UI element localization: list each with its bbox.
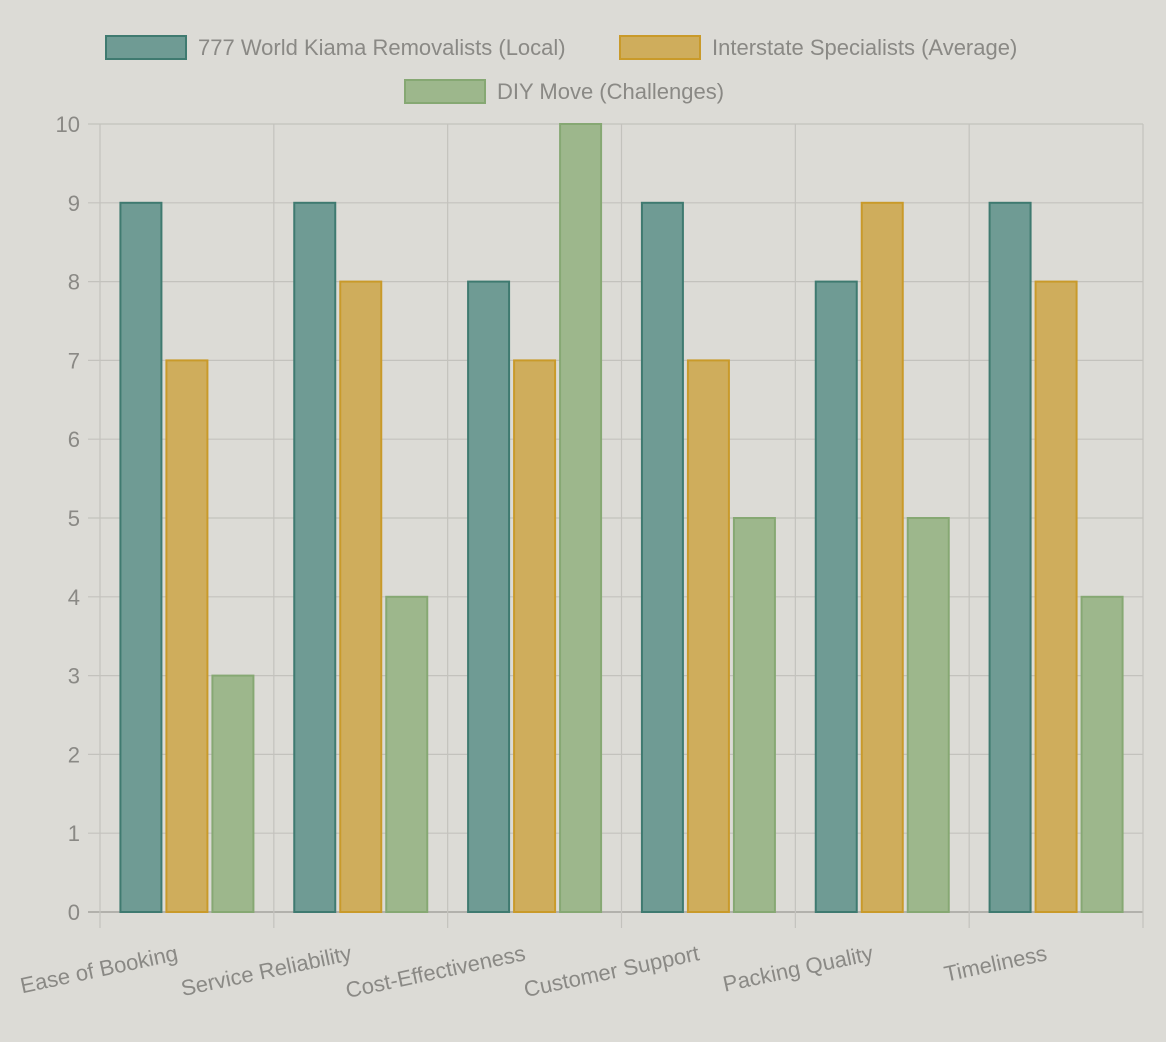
y-tick-label: 9 — [68, 191, 80, 216]
x-tick-label: Ease of Booking — [18, 940, 180, 998]
bar-0-5 — [988, 201, 1032, 914]
bar-0-1 — [293, 201, 337, 914]
y-tick-label: 0 — [68, 900, 80, 925]
y-tick-label: 5 — [68, 506, 80, 531]
bar-0-4 — [814, 280, 858, 914]
legend-swatch — [404, 79, 486, 104]
bar-1-2 — [513, 359, 557, 913]
bar-1-1 — [339, 280, 383, 914]
y-tick-label: 6 — [68, 427, 80, 452]
bar-1-5 — [1034, 280, 1078, 914]
x-tick-label: Service Reliability — [179, 940, 354, 1001]
x-tick-label: Timeliness — [942, 940, 1049, 986]
bar-1-0 — [165, 359, 209, 913]
bar-1-3 — [686, 359, 730, 913]
legend-swatch — [619, 35, 701, 60]
bar-2-3 — [732, 517, 776, 913]
legend-label: 777 World Kiama Removalists (Local) — [198, 35, 566, 60]
bar-2-0 — [211, 674, 255, 913]
bar-1-4 — [860, 201, 904, 914]
y-tick-label: 2 — [68, 742, 80, 767]
legend-label: DIY Move (Challenges) — [497, 79, 724, 104]
y-tick-label: 8 — [68, 270, 80, 295]
x-tick-label: Customer Support — [522, 940, 702, 1002]
legend-label: Interstate Specialists (Average) — [712, 35, 1017, 60]
legend: 777 World Kiama Removalists (Local) Inter… — [105, 35, 1017, 104]
bar-2-4 — [906, 517, 950, 913]
legend-swatch — [105, 35, 187, 60]
x-tick-label: Packing Quality — [721, 940, 876, 996]
y-tick-label: 3 — [68, 664, 80, 689]
bar-2-5 — [1080, 595, 1124, 913]
bar-2-1 — [385, 595, 429, 913]
bar-0-3 — [640, 201, 684, 914]
bars — [119, 123, 1124, 914]
x-tick-label: Cost-Effectiveness — [343, 940, 527, 1003]
bar-0-0 — [119, 201, 163, 914]
y-tick-label: 7 — [68, 348, 80, 373]
grid — [88, 123, 1144, 928]
y-axis: 0 1 2 3 4 5 6 7 8 9 10 — [56, 112, 80, 925]
bar-2-2 — [559, 123, 603, 913]
y-tick-label: 10 — [56, 112, 80, 137]
bar-0-2 — [467, 280, 511, 914]
y-tick-label: 1 — [68, 821, 80, 846]
y-tick-label: 4 — [68, 585, 80, 610]
